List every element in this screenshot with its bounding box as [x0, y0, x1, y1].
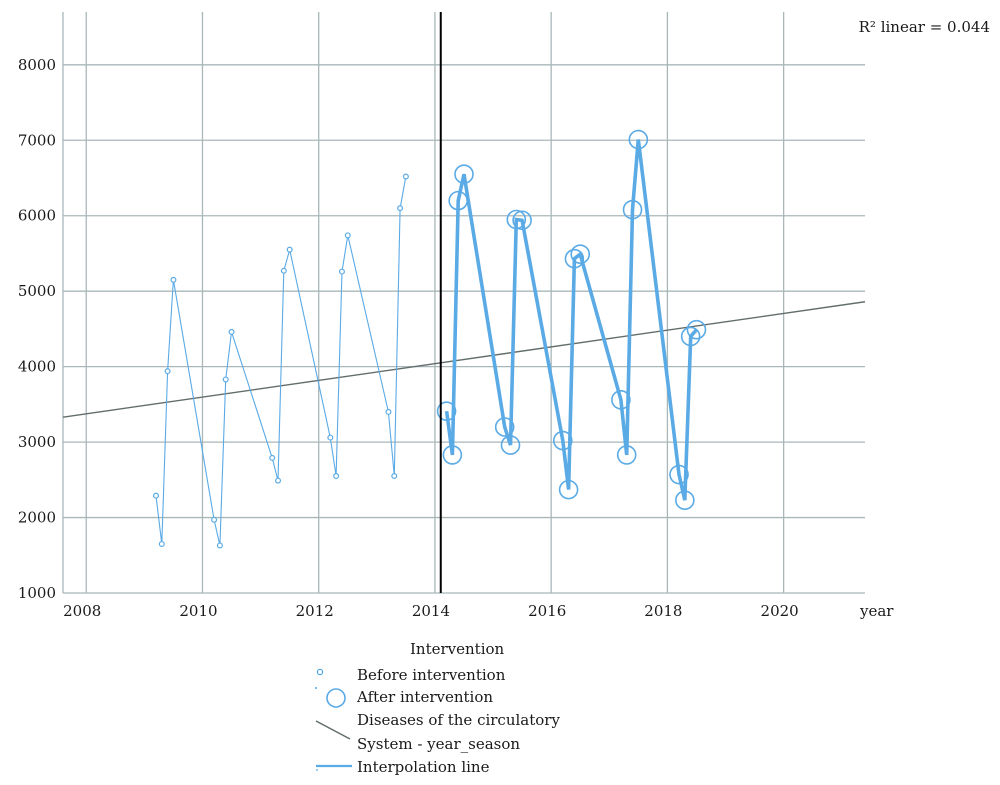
legend-label-interp: Interpolation line — [357, 758, 490, 776]
x-tick-label: 2020 — [761, 602, 799, 620]
after-point — [442, 445, 463, 465]
before-point — [164, 368, 171, 375]
after-point — [570, 244, 591, 265]
before-point — [397, 205, 404, 212]
legend-label-before: Before intervention — [357, 666, 506, 684]
after-point — [454, 164, 474, 185]
before-point — [211, 516, 218, 523]
fit-line-icon — [315, 720, 351, 740]
after-point — [558, 479, 579, 500]
after-point — [686, 319, 707, 340]
fit-line-group — [62, 301, 866, 418]
before-interpolation-line — [155, 176, 407, 546]
small-circle-marker-icon — [316, 668, 324, 676]
interpolation-line-icon — [316, 764, 352, 771]
y-tick-label: 6000 — [18, 207, 56, 225]
after-point — [552, 430, 573, 451]
after-point — [448, 190, 468, 211]
after-point — [436, 401, 457, 421]
after-point — [500, 435, 521, 455]
x-tick-label: 2018 — [644, 602, 682, 620]
x-tick-label: 2016 — [528, 602, 566, 620]
after-point — [611, 390, 631, 410]
before-point — [327, 434, 334, 441]
after-series — [436, 129, 707, 510]
y-tick-label: 7000 — [18, 131, 56, 149]
before-point — [344, 232, 351, 239]
after-point — [622, 199, 643, 220]
x-tick-label: 2014 — [412, 602, 450, 620]
y-tick-label: 3000 — [18, 433, 56, 451]
y-axis-ticks: 1000 2000 3000 4000 5000 6000 7000 8000 — [18, 56, 56, 602]
before-point — [286, 246, 293, 253]
x-axis-ticks: 2008 2010 2012 2014 2016 2018 2020 — [63, 602, 799, 620]
after-point — [564, 248, 585, 269]
before-point — [269, 454, 276, 461]
before-point — [338, 268, 345, 275]
y-tick-label: 5000 — [18, 282, 56, 300]
after-point — [628, 129, 649, 150]
x-tick-label: 2010 — [179, 602, 217, 620]
after-interpolation-line — [444, 139, 698, 501]
after-point — [512, 210, 532, 231]
x-tick-label: 2012 — [296, 602, 334, 620]
before-point — [275, 477, 282, 484]
y-tick-label: 8000 — [18, 56, 56, 74]
after-point — [616, 445, 637, 465]
before-point — [228, 328, 235, 335]
after-point — [494, 417, 515, 437]
legend-title: Intervention — [410, 640, 505, 658]
y-tick-label: 4000 — [18, 358, 56, 376]
legend-label-fit-line2: System - year_season — [357, 735, 521, 753]
large-circle-marker-icon — [315, 687, 346, 708]
legend-label-fit-line1: Diseases of the circulatory — [357, 711, 560, 729]
x-axis-label: year — [859, 602, 894, 620]
before-point — [158, 540, 165, 547]
y-tick-label: 2000 — [18, 509, 56, 527]
after-point — [680, 326, 701, 347]
x-tick-label: 2008 — [63, 602, 101, 620]
before-point — [216, 542, 223, 549]
after-point — [506, 209, 527, 230]
before-point — [391, 473, 398, 480]
before-series — [152, 173, 409, 549]
grid-lines — [62, 12, 865, 594]
y-tick-label: 1000 — [18, 584, 56, 602]
before-point — [222, 376, 229, 383]
before-point — [152, 492, 159, 499]
fit-line — [62, 301, 866, 418]
r2-annotation: R² linear = 0.044 — [858, 18, 990, 36]
before-point — [402, 173, 409, 180]
after-point — [675, 490, 695, 510]
before-point — [170, 276, 177, 283]
after-point — [669, 464, 689, 485]
before-point — [280, 267, 287, 274]
legend-label-after: After intervention — [357, 688, 494, 706]
before-point — [333, 473, 340, 480]
before-point — [385, 408, 392, 415]
